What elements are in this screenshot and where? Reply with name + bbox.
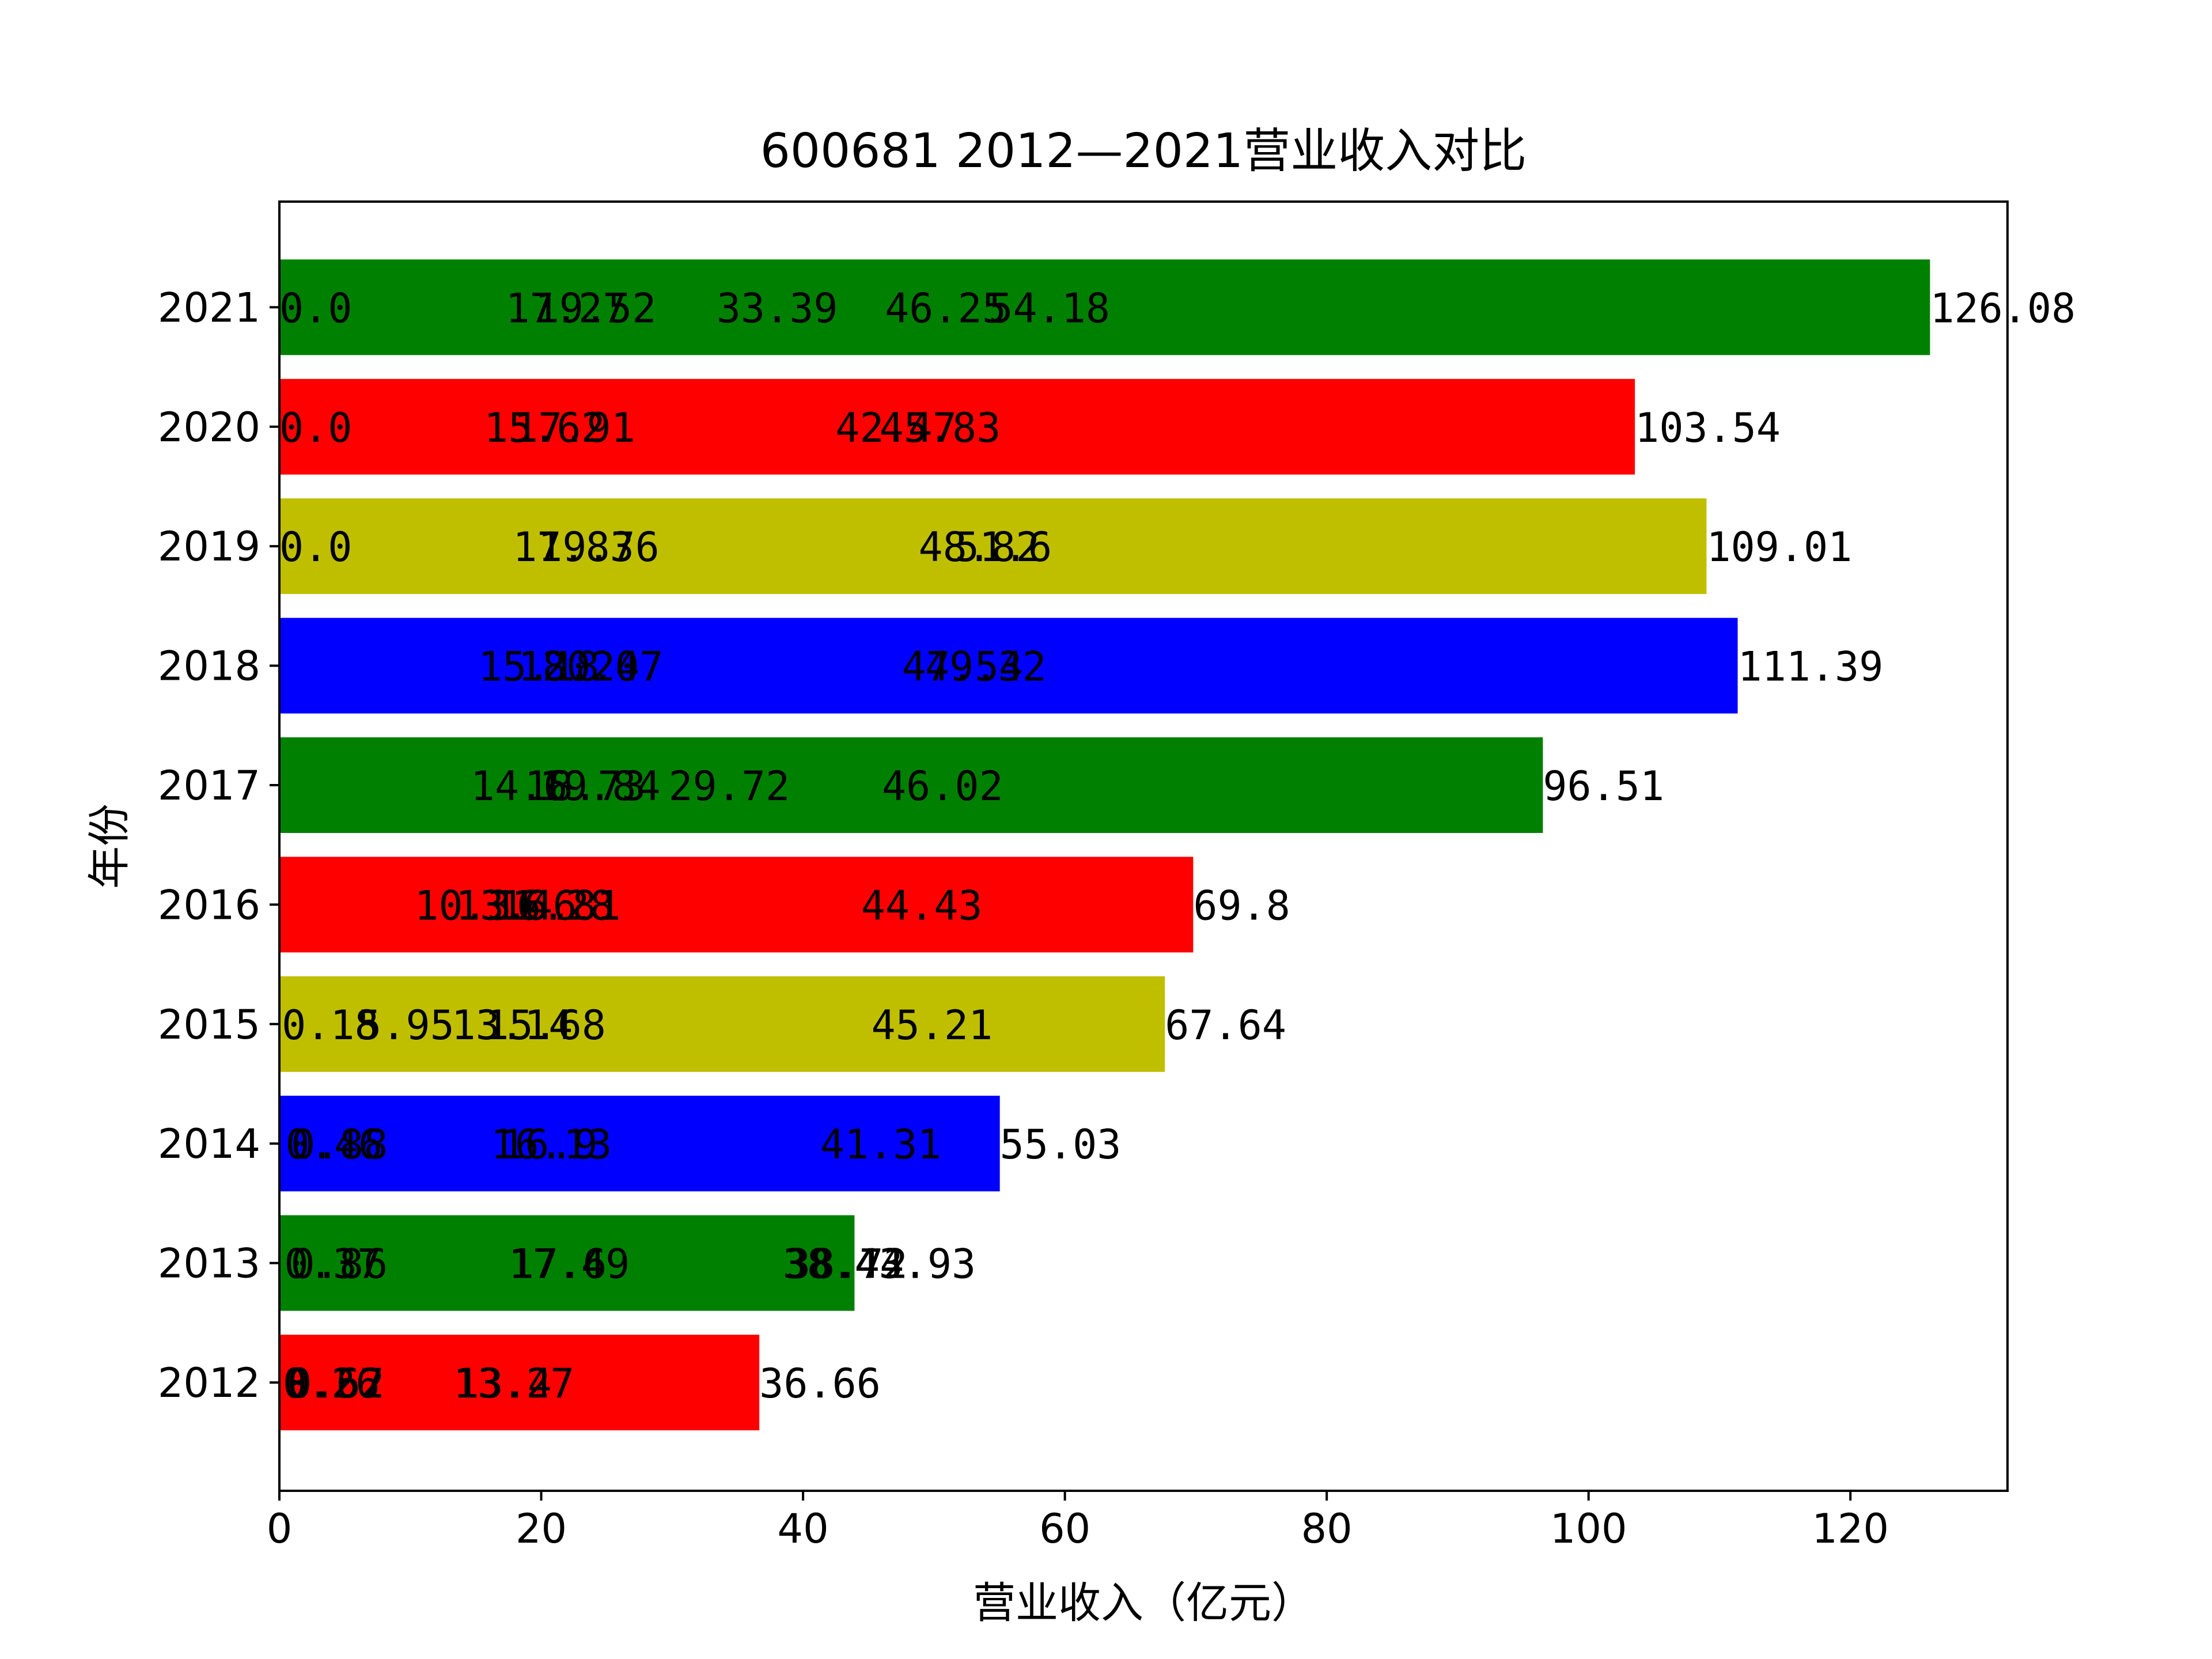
y-axis: 2012 2013 2014 2015 2016 2017 2018 2019 2020 2021 <box>158 284 279 1407</box>
value-label-2012: 36.66 <box>759 1360 881 1407</box>
y-tick-label-2021: 2021 <box>158 284 260 331</box>
inner-label-2013: 0.86 <box>291 1241 388 1288</box>
x-axis-label: 营业收入（亿元） <box>973 1578 1314 1628</box>
value-label-2018: 111.39 <box>1738 643 1884 691</box>
inner-label-2014: 16.9 <box>501 1121 598 1168</box>
inner-label-2018: 15.18 <box>478 643 600 691</box>
inner-label-2020: 42.47 <box>835 404 957 452</box>
inner-label-2017: 29.72 <box>668 763 790 810</box>
bar-2018 <box>279 618 1738 714</box>
x-tick-label-60: 60 <box>1039 1505 1090 1552</box>
inner-label-2018: 47.54 <box>902 643 1023 691</box>
value-label-2020: 103.54 <box>1635 404 1781 452</box>
y-tick-label-2020: 2020 <box>158 404 260 451</box>
inner-label-2016: 16.28 <box>493 882 614 929</box>
inner-label-2021: 17.27 <box>506 285 627 332</box>
inner-label-2015: 13.14 <box>452 1002 573 1049</box>
x-axis: 0 20 40 60 80 100 120 <box>267 1491 1889 1552</box>
y-axis-label: 年份 <box>85 804 134 889</box>
inner-label-2012: 0.62 <box>287 1360 385 1407</box>
inner-label-2019: 51.6 <box>955 524 1052 571</box>
bar-2019 <box>279 498 1707 594</box>
y-tick-label-2013: 2013 <box>158 1240 260 1287</box>
inner-label-2020: 0.0 <box>279 404 352 452</box>
inner-label-2019: 48.82 <box>919 524 1040 571</box>
inner-label-2019: 0.0 <box>279 524 352 571</box>
bar-2017 <box>279 737 1543 833</box>
inner-label-2017: 14.6 <box>471 763 568 810</box>
x-tick-label-0: 0 <box>267 1505 293 1552</box>
bar-2014 <box>279 1096 1000 1192</box>
y-tick-label-2015: 2015 <box>158 1001 260 1048</box>
inner-label-2013: 38.72 <box>786 1241 908 1288</box>
inner-label-2021: 0.0 <box>279 285 352 332</box>
inner-label-2021: 46.25 <box>885 285 1006 332</box>
x-tick-label-100: 100 <box>1550 1505 1627 1552</box>
bar-2015 <box>279 976 1165 1072</box>
x-tick-label-40: 40 <box>778 1505 829 1552</box>
y-tick-label-2016: 2016 <box>158 881 260 929</box>
inner-label-2016: 16.81 <box>499 882 621 929</box>
chart-title: 600681 2012—2021营业收入对比 <box>760 124 1527 179</box>
inner-label-2018: 18.24 <box>518 643 640 691</box>
bar-2020 <box>279 378 1635 475</box>
inner-label-2013: 0.37 <box>284 1241 381 1288</box>
inner-label-2017: 18.73 <box>525 763 646 810</box>
inner-label-2015: 15.68 <box>484 1002 606 1049</box>
y-tick-label-2014: 2014 <box>158 1120 260 1168</box>
value-label-2021: 126.08 <box>1930 285 2075 332</box>
inner-label-2015: 5.95 <box>357 1002 454 1049</box>
inner-label-2019: 17.83 <box>513 524 634 571</box>
inner-label-2016: 44.43 <box>861 882 983 929</box>
bars-layer <box>279 259 1930 1430</box>
inner-label-2012: 0.26 <box>283 1360 380 1407</box>
inner-label-2012: 13.27 <box>453 1360 575 1407</box>
inner-label-2014: 0.46 <box>285 1121 382 1168</box>
inner-label-2012: 0.57 <box>287 1360 384 1407</box>
inner-label-2016: 10.31 <box>414 882 536 929</box>
inner-label-2017: 19.84 <box>539 763 661 810</box>
x-tick-label-20: 20 <box>516 1505 567 1552</box>
inner-label-2019: 19.76 <box>538 524 660 571</box>
bar-2012 <box>279 1335 760 1430</box>
inner-label-2021: 54.18 <box>988 285 1110 332</box>
inner-label-2020: 15.62 <box>484 404 605 452</box>
inner-label-2016: 13.46 <box>456 882 577 929</box>
inner-label-2021: 33.39 <box>717 285 838 332</box>
inner-label-2014: 16.13 <box>491 1121 612 1168</box>
value-label-2017: 96.51 <box>1543 763 1664 810</box>
value-label-2014: 55.03 <box>1000 1121 1122 1168</box>
y-tick-label-2019: 2019 <box>158 523 260 570</box>
inner-label-2014: 0.88 <box>291 1121 388 1168</box>
x-tick-label-80: 80 <box>1301 1505 1353 1552</box>
value-label-2019: 109.01 <box>1707 524 1853 571</box>
inner-label-2020: 17.91 <box>514 404 635 452</box>
inner-label-2018: 20.07 <box>542 643 664 691</box>
inner-label-2014: 41.31 <box>820 1121 942 1168</box>
y-tick-label-2017: 2017 <box>158 762 260 809</box>
inner-label-2015: 45.21 <box>872 1002 993 1049</box>
inner-label-2013: 17.6 <box>510 1241 607 1288</box>
inner-label-2012: 13.4 <box>455 1360 552 1407</box>
value-label-2016: 69.8 <box>1193 882 1290 929</box>
y-tick-label-2012: 2012 <box>158 1359 260 1407</box>
inner-label-2020: 45.83 <box>880 404 1001 452</box>
inner-label-2013: 17.49 <box>509 1241 630 1288</box>
value-label-2013: 43.93 <box>854 1241 976 1288</box>
bar-2016 <box>279 857 1194 953</box>
x-tick-label-120: 120 <box>1812 1505 1889 1552</box>
inner-label-2017: 46.02 <box>882 763 1003 810</box>
inner-label-2015: 0.18 <box>282 1002 379 1049</box>
plot-frame <box>278 200 2009 1492</box>
value-label-2015: 67.64 <box>1165 1002 1286 1049</box>
bar-2013 <box>279 1215 855 1311</box>
y-tick-label-2018: 2018 <box>158 643 260 690</box>
bar-2021 <box>279 259 1930 355</box>
inner-label-2021: 19.52 <box>535 285 657 332</box>
inner-label-2018: 49.32 <box>925 643 1047 691</box>
inner-label-2013: 38.44 <box>783 1241 904 1288</box>
